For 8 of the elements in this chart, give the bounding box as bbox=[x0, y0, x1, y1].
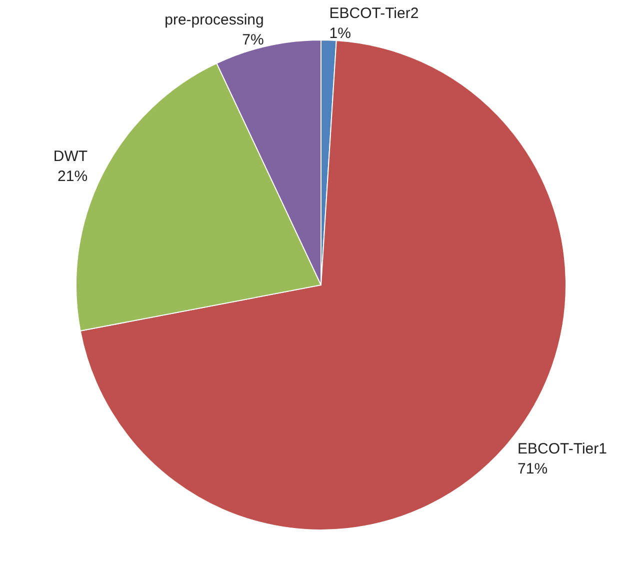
data-label: 71% bbox=[518, 460, 548, 478]
slice-label: DWT bbox=[53, 148, 88, 166]
slice-label: pre-processing bbox=[164, 11, 264, 28]
data-label: 21% bbox=[58, 168, 88, 186]
slice-label: EBCOT-Tier1 bbox=[518, 440, 607, 458]
data-label: 7% bbox=[242, 31, 264, 48]
data-label: 1% bbox=[329, 25, 351, 42]
slice-label: EBCOT-Tier2 bbox=[329, 5, 419, 22]
